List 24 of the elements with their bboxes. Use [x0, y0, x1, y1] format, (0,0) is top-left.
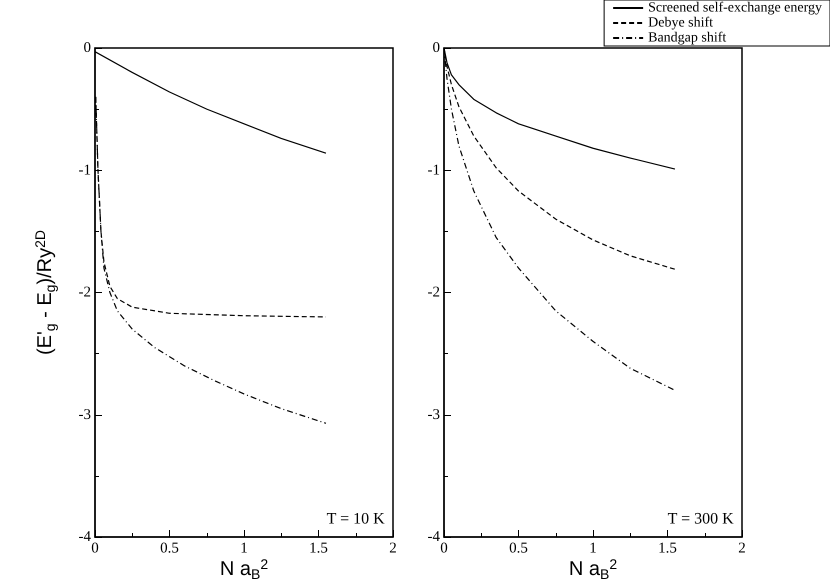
legend-label: Debye shift	[648, 16, 714, 30]
y-tick-label: 0	[432, 40, 440, 56]
y-axis-title: (E'g - Eg)/Ry2D	[32, 230, 58, 356]
x-tick-label: 2	[738, 540, 746, 556]
y-tick-label: -1	[78, 162, 91, 178]
legend-label: Screened self-exchange energy	[648, 0, 822, 16]
x-tick-label: 0.5	[509, 540, 528, 556]
x-tick-label: 1.5	[309, 540, 328, 556]
y-tick-label: -4	[78, 529, 92, 545]
x-tick-label: 2	[389, 540, 397, 556]
x-tick-label: 1	[589, 540, 597, 556]
y-tick-label: -2	[78, 284, 91, 300]
y-tick-label: 0	[84, 40, 91, 56]
annotation: T = 300 K	[668, 510, 734, 528]
legend-label: Bandgap shift	[648, 30, 726, 46]
y-tick-label: -3	[78, 406, 91, 423]
x-tick-label: 1	[240, 540, 248, 556]
y-tick-label: -2	[428, 284, 440, 300]
y-tick-label: -3	[428, 406, 440, 423]
x-tick-label: 0.5	[160, 540, 179, 556]
y-tick-label: -4	[428, 529, 440, 545]
x-tick-label: 1.5	[658, 540, 677, 556]
annotation: T = 10 K	[326, 510, 386, 528]
y-tick-label: -1	[428, 162, 440, 178]
